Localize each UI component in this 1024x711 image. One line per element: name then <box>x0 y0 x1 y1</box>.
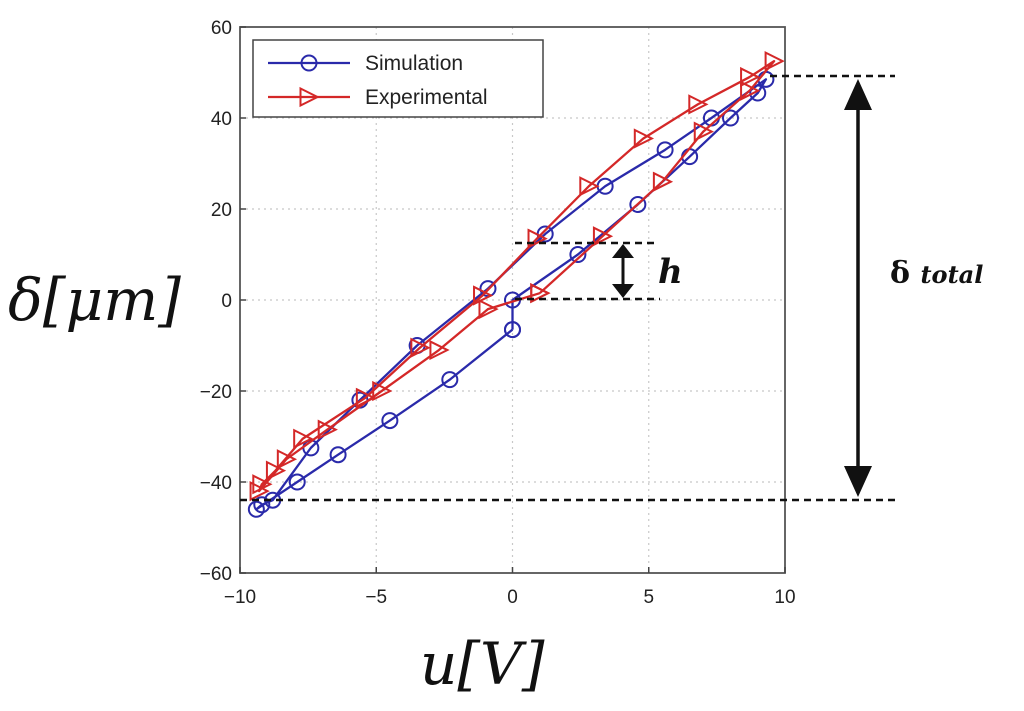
data-point <box>764 51 785 72</box>
y-tick-label: 0 <box>221 291 232 312</box>
h-label: h <box>658 252 683 292</box>
series-line <box>257 59 776 493</box>
data-point <box>740 66 761 88</box>
data-point <box>688 94 709 115</box>
data-point <box>652 171 674 192</box>
grid-layer <box>240 27 785 573</box>
data-point <box>329 446 347 464</box>
series-line <box>255 78 768 511</box>
delta-total-main: δ <box>890 256 910 291</box>
data-point <box>410 337 431 358</box>
x-axis-title: u[V] <box>420 630 545 698</box>
annotations: h δ total <box>240 74 983 502</box>
series-layer <box>247 51 785 518</box>
data-point <box>592 226 614 247</box>
data-point <box>749 84 767 102</box>
data-point <box>265 460 287 481</box>
y-tick-label: −40 <box>200 473 232 494</box>
series-experimental <box>249 51 785 502</box>
data-point <box>478 298 499 320</box>
legend: Simulation Experimental <box>252 39 544 118</box>
data-point <box>253 496 271 514</box>
data-point <box>372 380 393 402</box>
y-tick-label: 60 <box>211 18 232 39</box>
data-point <box>693 121 714 142</box>
data-point <box>293 428 314 449</box>
legend-label: Experimental <box>365 86 488 109</box>
data-point <box>441 371 459 389</box>
legend-items: Simulation Experimental <box>268 52 488 109</box>
x-tick-label: 10 <box>774 587 795 608</box>
ticks-layer: −10 −5 0 5 10 60 40 20 0 −20 −40 −60 <box>200 18 796 608</box>
data-point <box>722 109 739 127</box>
delta-total-sub: total <box>920 260 983 289</box>
data-point <box>740 80 761 101</box>
x-tick-label: 0 <box>507 587 518 608</box>
delta-arrow-head-down <box>844 466 872 497</box>
y-tick-label: 20 <box>211 200 232 221</box>
x-tick-label: −10 <box>224 587 256 608</box>
legend-marker <box>300 54 318 72</box>
data-point <box>530 283 551 304</box>
y-tick-label: 40 <box>211 109 232 130</box>
h-arrow-head-down <box>612 284 634 298</box>
data-point <box>429 339 450 361</box>
h-arrow-head-up <box>612 244 634 258</box>
data-point <box>249 480 270 502</box>
data-point <box>473 285 494 306</box>
data-point <box>276 449 298 470</box>
data-point <box>504 321 521 339</box>
delta-total-label: δ total <box>890 256 983 291</box>
data-point <box>656 141 674 159</box>
data-point <box>527 228 548 249</box>
legend-label: Simulation <box>365 52 463 75</box>
y-tick-label: −60 <box>200 564 232 585</box>
y-tick-label: −20 <box>200 382 232 403</box>
legend-marker <box>299 86 320 108</box>
data-point <box>569 246 587 263</box>
data-point <box>381 412 399 430</box>
delta-arrow-head-up <box>844 79 872 110</box>
x-tick-label: 5 <box>643 587 654 608</box>
data-point <box>355 387 377 408</box>
data-point <box>247 500 265 518</box>
data-point <box>633 128 655 149</box>
x-tick-label: −5 <box>365 587 387 608</box>
data-point <box>579 176 600 197</box>
data-point <box>288 473 306 491</box>
data-point <box>629 195 647 213</box>
y-axis-title: δ[μm] <box>8 266 181 334</box>
data-point <box>317 419 338 440</box>
